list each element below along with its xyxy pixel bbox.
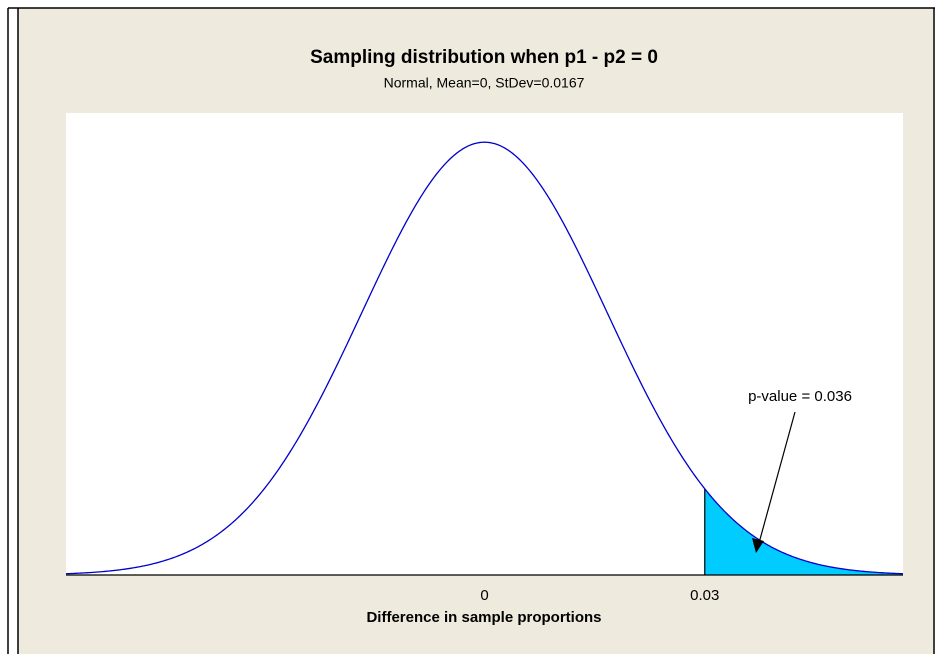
annotation: p-value = 0.036: [748, 388, 852, 405]
annotation-arrow: [758, 411, 796, 544]
density-curve: [65, 141, 904, 575]
chart-title: Sampling distribution when p1 - p2 = 0: [310, 47, 658, 68]
chart-subtitle: Normal, Mean=0, StDev=0.0167: [384, 75, 585, 91]
shaded-area: [704, 488, 903, 575]
x-tick-label: 0: [480, 587, 488, 604]
plot-area: [66, 113, 903, 575]
arrow-head: [752, 538, 764, 553]
x-tick-label: 0.03: [690, 587, 719, 604]
x-axis-label: Difference in sample proportions: [366, 609, 601, 626]
